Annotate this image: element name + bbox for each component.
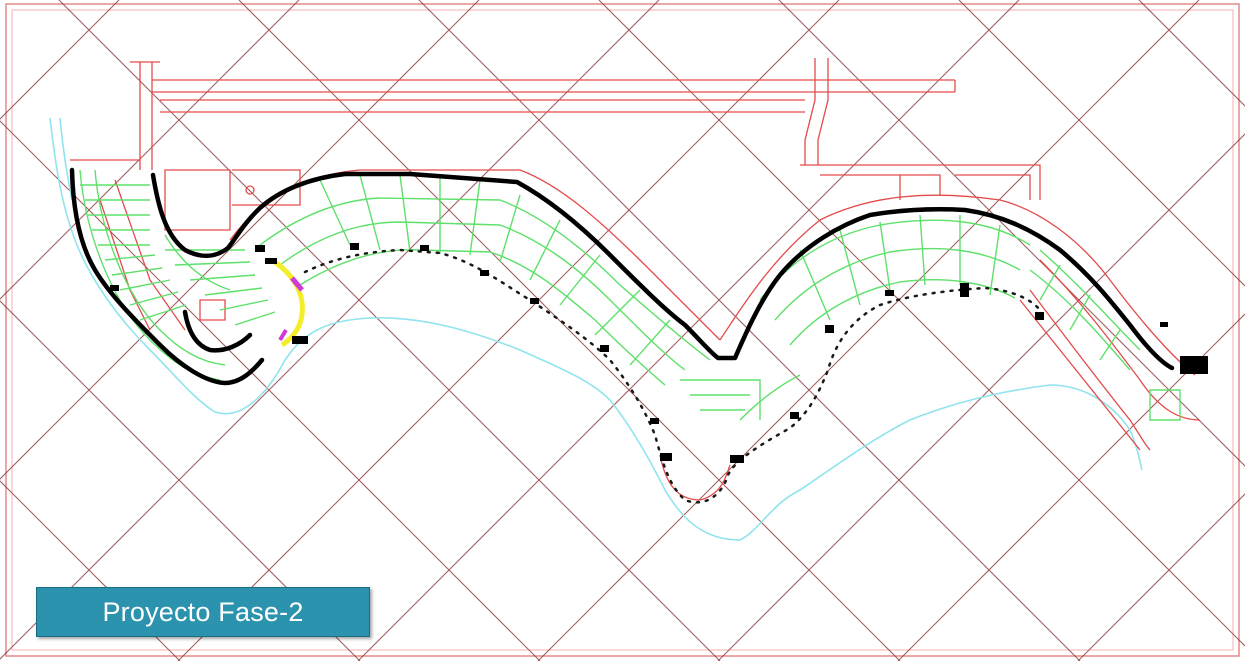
grid-line — [0, 480, 181, 661]
dotted-route — [303, 248, 1042, 504]
grid-line — [238, 0, 901, 661]
grid-line — [58, 0, 721, 661]
grid-line — [1077, 493, 1245, 661]
lots-layer — [79, 169, 1181, 421]
grid-line — [0, 0, 660, 660]
water-line — [49, 117, 1143, 541]
grid-line — [0, 0, 120, 120]
grid-line — [0, 300, 361, 661]
map-frame — [5, 3, 1240, 657]
grid-line — [897, 313, 1245, 661]
grid-line — [778, 0, 1245, 467]
equipment-markers — [110, 243, 1208, 463]
project-phase-label: Proyecto Fase-2 — [36, 587, 370, 637]
grid-line — [717, 133, 1245, 661]
grid-line — [598, 0, 1245, 647]
grid-line — [0, 120, 541, 661]
grid-line — [177, 0, 840, 661]
grid-line — [537, 0, 1200, 661]
roads-layer — [70, 58, 1201, 501]
map-inner-frame — [11, 9, 1234, 651]
grid-line — [0, 0, 300, 300]
highlight-segment — [270, 257, 305, 348]
grid-line — [958, 0, 1245, 287]
main-route — [69, 167, 1175, 386]
